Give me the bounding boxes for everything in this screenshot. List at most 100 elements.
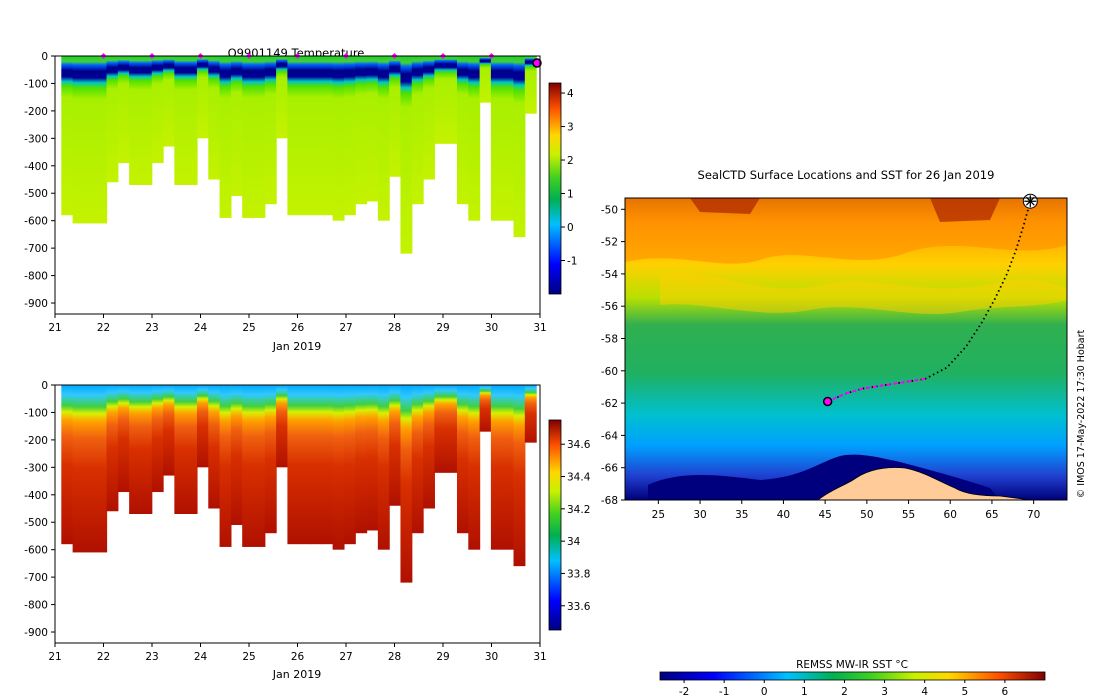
temperature-x-label: Jan 2019 [272, 340, 321, 353]
salinity-colorbar-tick-label: 33.6 [567, 601, 591, 613]
salinity-profile-column [434, 385, 447, 473]
sst-map-y-tick-label: -62 [601, 398, 618, 410]
salinity-profile-column [287, 385, 300, 545]
salinity-profiles [61, 385, 537, 583]
salinity-profile-column [276, 385, 289, 468]
salinity-profile-column [411, 385, 424, 534]
salinity-profile-column [61, 385, 74, 545]
salinity-profile-column [264, 385, 277, 534]
salinity-colorbar-tick-label: 34 [567, 536, 581, 548]
sst-map-x-tick-label: 25 [652, 509, 665, 521]
temperature-profile-column [95, 56, 108, 224]
temperature-profile-column [163, 56, 175, 147]
temperature-profile-column [174, 56, 187, 185]
salinity-colorbar-tick-label: 33.8 [567, 568, 590, 580]
salinity-profile-column [219, 385, 232, 547]
sst-map-y-tick-label: -64 [601, 430, 618, 442]
sst-colorbar-tick-label: 3 [881, 686, 888, 698]
imos-credit: © IMOS 17-May-2022 17:30 Hobart [1076, 329, 1087, 498]
salinity-plot-area [54, 384, 541, 644]
temperature-x-tick-label: 24 [194, 322, 208, 334]
temperature-colorbar: -1 0 1 2 3 4 [548, 82, 577, 295]
temperature-x-tick-label: 31 [533, 322, 546, 334]
temperature-colorbar-tick-label: 4 [567, 88, 574, 100]
salinity-profile-column [83, 385, 96, 553]
temperature-profile-column [400, 56, 413, 254]
salinity-x-tick-label: 25 [242, 651, 255, 663]
salinity-colorbar-tick-label: 34.4 [567, 472, 591, 484]
temperature-x-tick-label: 26 [291, 322, 305, 334]
sst-map-x-tick-label: 45 [818, 509, 831, 521]
temperature-colorbar-tick-label: 1 [567, 189, 574, 201]
salinity-x-tick-label: 23 [145, 651, 158, 663]
salinity-profile-column [513, 385, 526, 567]
salinity-profile-column [151, 385, 164, 493]
temperature-profile-column [117, 56, 130, 164]
salinity-x-tick-label: 30 [485, 651, 498, 663]
temperature-profile-column [185, 56, 198, 185]
deployment-star-marker [1022, 193, 1038, 209]
salinity-profile-column [106, 385, 119, 512]
salinity-profile-column [95, 385, 108, 553]
salinity-x-tick-label: 31 [533, 651, 546, 663]
salinity-profile-column [366, 385, 379, 531]
temperature-profile-column [264, 56, 277, 205]
temperature-y-tick-label: -500 [24, 188, 48, 200]
sst-map-y-tick-label: -60 [601, 366, 618, 378]
salinity-profile-column [490, 385, 503, 550]
sst-colorbar-tick-label: 5 [961, 686, 968, 698]
sst-colorbar-tick-label: -2 [679, 686, 689, 698]
salinity-profile-column [423, 385, 435, 509]
salinity-profile-column [445, 385, 458, 473]
sst-hot-patch [690, 198, 1000, 222]
salinity-y-tick-label: -400 [24, 490, 48, 502]
salinity-x-tick-label: 22 [97, 651, 110, 663]
temperature-y-tick-label: -100 [24, 78, 48, 90]
salinity-panel: 0 -100 -200 -300 -400 -500 -600 -700 -800 -900 21… [24, 380, 591, 681]
sst-map-panel: SealCTD Surface Locations and SST for 26… [601, 168, 1087, 698]
salinity-x-label: Jan 2019 [272, 668, 321, 681]
salinity-x-tick-label: 21 [48, 651, 61, 663]
sst-map-x-tick-label: 70 [1027, 509, 1040, 521]
sst-colorbar: REMSS MW-IR SST °C -2 -1 0 1 2 3 4 5 6 [659, 659, 1046, 698]
temperature-profile-column [219, 56, 232, 218]
salinity-profile-column [310, 385, 322, 545]
temperature-profile-column [423, 56, 435, 180]
salinity-y-tick-label: 0 [41, 380, 48, 392]
salinity-colorbar-ramp [548, 419, 562, 631]
temperature-profile-column [129, 56, 142, 185]
temperature-x-tick-label: 23 [145, 322, 158, 334]
salinity-profile-column [479, 385, 492, 432]
salinity-profile-column [174, 385, 187, 514]
salinity-profile-column [400, 385, 413, 583]
antarctic-land [816, 467, 1031, 501]
salinity-x-tick-label: 29 [436, 651, 449, 663]
salinity-profile-column [377, 385, 390, 550]
temperature-profile-column [196, 56, 209, 139]
sst-map-y-tick-label: -50 [601, 204, 618, 216]
temperature-x-tick-label: 30 [485, 322, 498, 334]
temperature-colorbar-ramp [548, 82, 562, 295]
temperature-y-tick-label: -400 [24, 161, 48, 173]
temperature-profile-column [61, 56, 74, 216]
temperature-profile-column [298, 56, 311, 216]
temperature-profile-column [434, 56, 447, 144]
salinity-x-tick-label: 27 [339, 651, 352, 663]
sst-map-frame [624, 197, 1068, 501]
salinity-x-tick-label: 24 [194, 651, 208, 663]
salinity-profile-column [129, 385, 142, 514]
sst-map-y-tick-label: -68 [601, 495, 618, 507]
sst-current-position-marker [822, 396, 833, 407]
deployment-star-glyph [1024, 195, 1037, 208]
salinity-profile-column [332, 385, 345, 550]
salinity-profile-column [524, 385, 537, 443]
temperature-profile-column [242, 56, 255, 218]
sst-colorbar-tick-label: 6 [1002, 686, 1009, 698]
temperature-x-tick-label: 25 [242, 322, 255, 334]
temperature-y-tick-label: -800 [24, 271, 48, 283]
temperature-x-tick-label: 22 [97, 322, 110, 334]
salinity-profile-column [321, 385, 334, 545]
temperature-profile-column [468, 56, 481, 221]
sst-map-x-tick-label: 50 [860, 509, 873, 521]
temperature-x-tick-label: 21 [48, 322, 61, 334]
